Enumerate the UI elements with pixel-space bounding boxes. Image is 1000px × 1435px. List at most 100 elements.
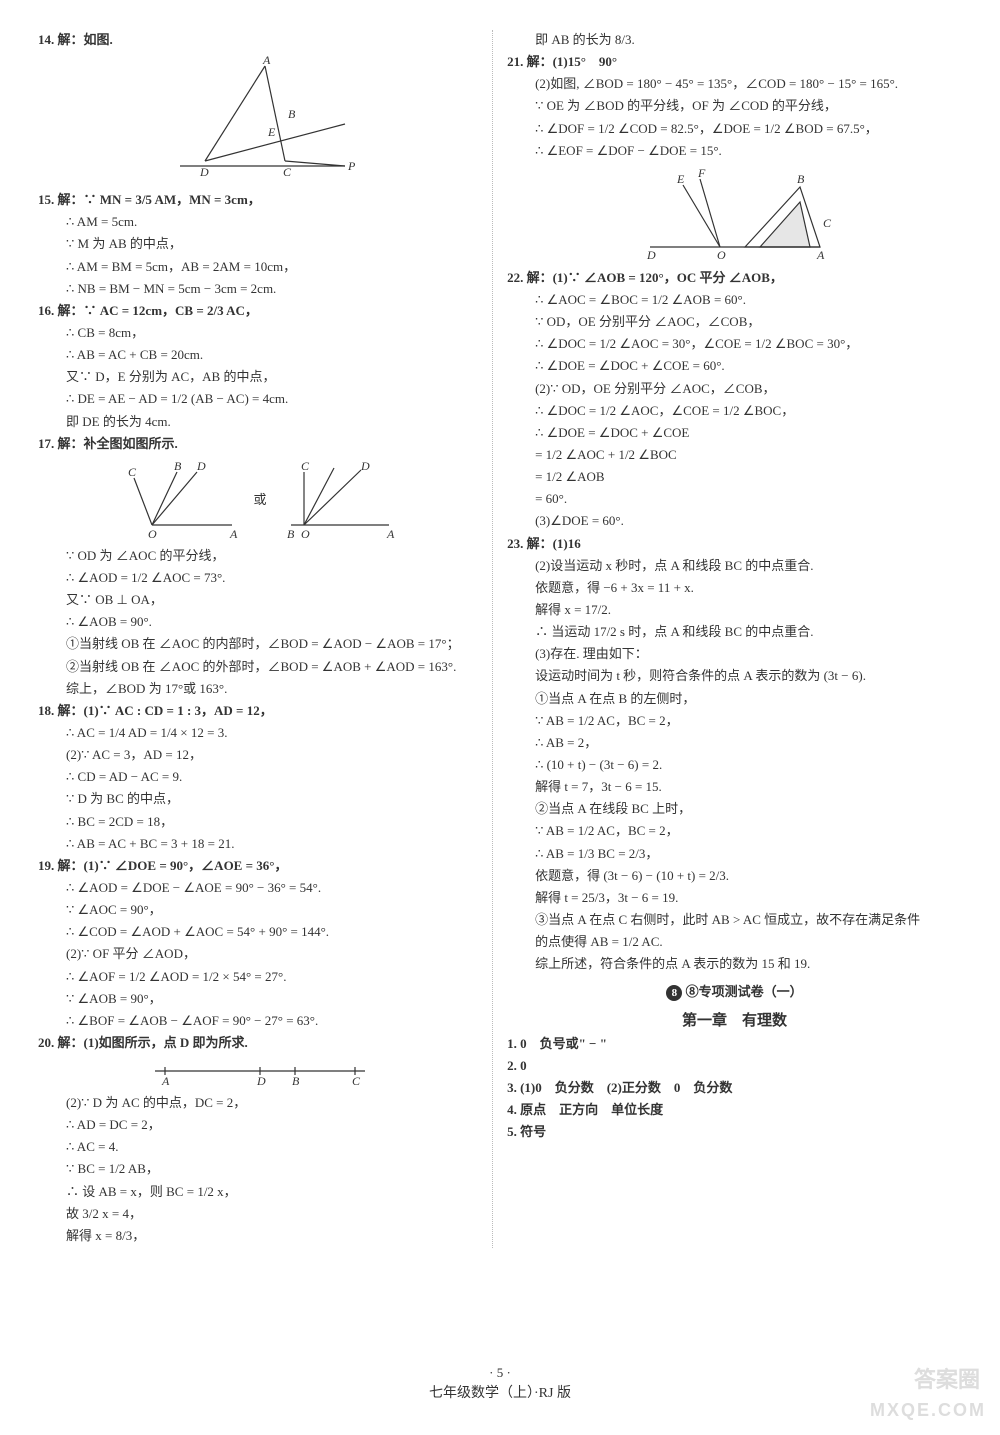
- section-b-title-text: ⑧专项测试卷（一）: [686, 984, 803, 999]
- q23-p: 依题意，得 (3t − 6) − (10 + t) = 2/3.: [507, 866, 962, 886]
- q22-d: ∴ ∠DOC = 1/2 ∠AOC = 30°，∠COE = 1/2 ∠BOC …: [507, 334, 962, 354]
- svg-text:C: C: [352, 1074, 361, 1087]
- q17-f: ∴ ∠AOB = 90°.: [38, 612, 482, 632]
- q21-e: ∴ ∠EOF = ∠DOF − ∠DOE = 15°.: [507, 141, 962, 161]
- q22-f: (2)∵ OD，OE 分别平分 ∠AOC，∠COB，: [507, 379, 962, 399]
- svg-text:O: O: [301, 527, 310, 540]
- svg-text:C: C: [128, 465, 137, 479]
- q23-h: ①当点 A 在点 B 的左侧时，: [507, 689, 962, 709]
- b1: 1. 0 负号或" − ": [507, 1034, 962, 1054]
- q23-g: 设运动时间为 t 秒，则符合条件的点 A 表示的数为 (3t − 6).: [507, 666, 962, 686]
- q23-e: ∴ 当运动 17/2 s 时，点 A 和线段 BC 的中点重合.: [507, 622, 962, 642]
- q22-l: (3)∠DOE = 60°.: [507, 511, 962, 531]
- q21-a: 21. 解：(1)15° 90°: [507, 52, 962, 72]
- q17-a: 17. 解：补全图如图所示.: [38, 434, 482, 454]
- b3: 3. (1)0 负分数 (2)正分数 0 负分数: [507, 1078, 962, 1098]
- q16-f: 即 DE 的长为 4cm.: [38, 412, 482, 432]
- q16-b: ∴ CB = 8cm，: [38, 323, 482, 343]
- b2: 2. 0: [507, 1056, 962, 1076]
- svg-text:D: D: [256, 1074, 266, 1087]
- page-footer: · 5 · 七年级数学（上）·RJ 版: [0, 1363, 1000, 1405]
- svg-text:O: O: [148, 527, 157, 540]
- q21-b: (2)如图, ∠BOD = 180° − 45° = 135°，∠COD = 1…: [507, 74, 962, 94]
- q19-e: (2)∵ OF 平分 ∠AOD，: [38, 944, 482, 964]
- q22-h: ∴ ∠DOE = ∠DOC + ∠COE: [507, 423, 962, 443]
- q17-or: 或: [254, 490, 267, 510]
- svg-text:P: P: [347, 159, 356, 173]
- q17-d: ∴ ∠AOD = 1/2 ∠AOC = 73°.: [38, 568, 482, 588]
- q20-a: 20. 解：(1)如图所示，点 D 即为所求.: [38, 1033, 482, 1053]
- q15-d: ∴ AM = BM = 5cm，AB = 2AM = 10cm，: [38, 257, 482, 277]
- svg-text:A: A: [816, 248, 825, 262]
- svg-text:C: C: [823, 216, 832, 230]
- right-column: 即 AB 的长为 8/3. 21. 解：(1)15° 90° (2)如图, ∠B…: [507, 30, 962, 1248]
- q23-d: 解得 x = 17/2.: [507, 600, 962, 620]
- q19-d: ∴ ∠COD = ∠AOD + ∠AOC = 54° + 90° = 144°.: [38, 922, 482, 942]
- q18-f: ∴ BC = 2CD = 18，: [38, 812, 482, 832]
- q19-f: ∴ ∠AOF = 1/2 ∠AOD = 1/2 × 54° = 27°.: [38, 967, 482, 987]
- q15-a: 15. 解：∵ MN = 3/5 AM，MN = 3cm，: [38, 190, 482, 210]
- q22-g: ∴ ∠DOC = 1/2 ∠AOC，∠COE = 1/2 ∠BOC，: [507, 401, 962, 421]
- q22-j: = 1/2 ∠AOB: [507, 467, 962, 487]
- q17-g: ①当射线 OB 在 ∠AOC 的内部时，∠BOD = ∠AOD − ∠AOB =…: [38, 634, 482, 654]
- q18-g: ∴ AB = AC + BC = 3 + 18 = 21.: [38, 834, 482, 854]
- watermark-chars: 答案圈: [914, 1363, 980, 1397]
- q18-d: ∴ CD = AD − AC = 9.: [38, 767, 482, 787]
- svg-text:C: C: [301, 460, 310, 473]
- q20-diagram: AD BC: [38, 1059, 482, 1087]
- q14-diagram: A B C D E P: [38, 56, 482, 184]
- q18-a: 18. 解：(1)∵ AC : CD = 1 : 3，AD = 12，: [38, 701, 482, 721]
- svg-text:D: D: [196, 460, 206, 473]
- q23-s: 的点使得 AB = 1/2 AC.: [507, 932, 962, 952]
- q21-diagram: DO AB CE F: [507, 167, 962, 262]
- section-b-title: 8 ⑧专项测试卷（一）: [507, 982, 962, 1002]
- q21-d: ∴ ∠DOF = 1/2 ∠COD = 82.5°，∠DOE = 1/2 ∠BO…: [507, 119, 962, 139]
- page-number: · 5 ·: [0, 1363, 1000, 1383]
- q22-e: ∴ ∠DOE = ∠DOC + ∠COE = 60°.: [507, 356, 962, 376]
- q16-a: 16. 解：∵ AC = 12cm，CB = 2/3 AC，: [38, 301, 482, 321]
- q23-q: 解得 t = 25/3，3t − 6 = 19.: [507, 888, 962, 908]
- q20-e: ∵ BC = 1/2 AB，: [38, 1159, 482, 1179]
- svg-text:D: D: [360, 460, 370, 473]
- q20-d: ∴ AC = 4.: [38, 1137, 482, 1157]
- page-content: 14. 解：如图. A B C D E P: [38, 30, 962, 1248]
- q20-i: 即 AB 的长为 8/3.: [507, 30, 962, 50]
- watermark-site: MXQE.COM: [870, 1397, 986, 1425]
- q17-e: 又∵ OB ⊥ OA，: [38, 590, 482, 610]
- q20-g: 故 3/2 x = 4，: [38, 1204, 482, 1224]
- svg-text:A: A: [161, 1074, 170, 1087]
- q23-b: (2)设当运动 x 秒时，点 A 和线段 BC 的中点重合.: [507, 556, 962, 576]
- b4: 4. 原点 正方向 单位长度: [507, 1100, 962, 1120]
- q15-e: ∴ NB = BM − MN = 5cm − 3cm = 2cm.: [38, 279, 482, 299]
- q19-g: ∵ ∠AOB = 90°，: [38, 989, 482, 1009]
- q17-i: 综上，∠BOD 为 17°或 163°.: [38, 679, 482, 699]
- q20-f: ∴ 设 AB = x，则 BC = 1/2 x，: [38, 1182, 482, 1202]
- q23-r: ③当点 A 在点 C 右侧时，此时 AB > AC 恒成立，故不存在满足条件: [507, 910, 962, 930]
- book-title: 七年级数学（上）·RJ 版: [0, 1383, 1000, 1405]
- q22-b: ∴ ∠AOC = ∠BOC = 1/2 ∠AOB = 60°.: [507, 290, 962, 310]
- q23-i: ∵ AB = 1/2 AC，BC = 2，: [507, 711, 962, 731]
- q17-diagrams: OA BC D 或 OA BC D: [38, 460, 482, 540]
- svg-text:B: B: [797, 172, 805, 186]
- q16-e: ∴ DE = AE − AD = 1/2 (AB − AC) = 4cm.: [38, 389, 482, 409]
- svg-text:A: A: [262, 56, 271, 67]
- q23-j: ∴ AB = 2，: [507, 733, 962, 753]
- q15-c: ∵ M 为 AB 的中点，: [38, 234, 482, 254]
- svg-text:F: F: [697, 167, 706, 180]
- section-b-sub: 第一章 有理数: [507, 1010, 962, 1033]
- circle-8-icon: 8: [666, 985, 682, 1001]
- svg-text:A: A: [386, 527, 395, 540]
- q19-b: ∴ ∠AOD = ∠DOE − ∠AOE = 90° − 36° = 54°.: [38, 878, 482, 898]
- q20-h: 解得 x = 8/3，: [38, 1226, 482, 1246]
- q21-c: ∵ OE 为 ∠BOD 的平分线，OF 为 ∠COD 的平分线，: [507, 96, 962, 116]
- q18-b: ∴ AC = 1/4 AD = 1/4 × 12 = 3.: [38, 723, 482, 743]
- svg-text:B: B: [174, 460, 182, 473]
- svg-text:O: O: [717, 248, 726, 262]
- q23-n: ∵ AB = 1/2 AC，BC = 2，: [507, 821, 962, 841]
- q23-o: ∴ AB = 1/3 BC = 2/3，: [507, 844, 962, 864]
- left-column: 14. 解：如图. A B C D E P: [38, 30, 493, 1248]
- q23-l: 解得 t = 7，3t − 6 = 15.: [507, 777, 962, 797]
- q23-a: 23. 解：(1)16: [507, 534, 962, 554]
- q23-k: ∴ (10 + t) − (3t − 6) = 2.: [507, 755, 962, 775]
- q14-head: 14. 解：如图.: [38, 30, 482, 50]
